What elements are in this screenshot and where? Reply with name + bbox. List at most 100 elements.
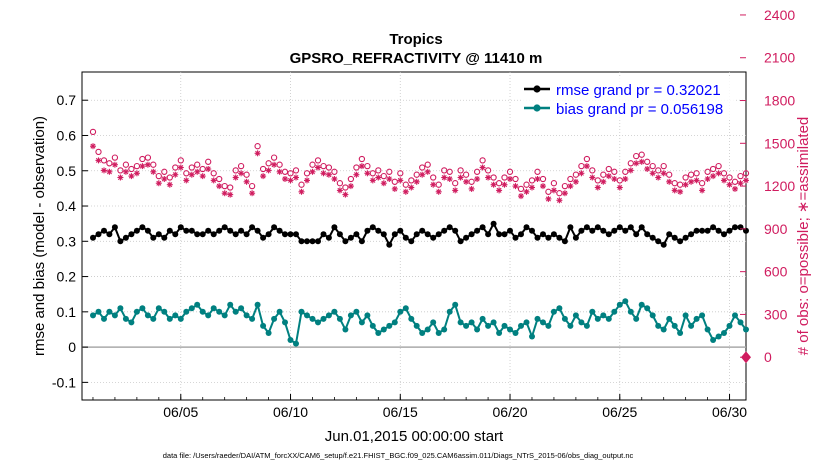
assimilated-obs-marker bbox=[534, 176, 541, 182]
rmse-marker bbox=[369, 224, 376, 231]
rmse-marker bbox=[693, 227, 700, 234]
possible-obs-marker bbox=[144, 154, 152, 161]
rmse-marker bbox=[402, 234, 409, 241]
possible-obs-marker bbox=[550, 180, 558, 187]
rmse-marker bbox=[710, 224, 717, 231]
bias-marker bbox=[369, 322, 376, 329]
possible-obs-marker bbox=[545, 188, 552, 195]
rmse-marker bbox=[715, 227, 722, 234]
assimilated-obs-marker bbox=[479, 164, 486, 171]
possible-obs-marker bbox=[479, 157, 486, 164]
rmse-marker bbox=[446, 224, 453, 231]
y-right-tick-label: 900 bbox=[764, 221, 788, 237]
bias-marker bbox=[183, 308, 190, 315]
x-axis-label: Jun.01,2015 00:00:00 start bbox=[325, 428, 504, 445]
rmse-marker bbox=[726, 227, 733, 234]
possible-obs-marker bbox=[419, 164, 426, 171]
bias-marker bbox=[155, 305, 162, 312]
y-right-tick-label: 0 bbox=[764, 349, 772, 365]
assimilated-obs-marker bbox=[402, 188, 409, 195]
assimilated-obs-marker bbox=[649, 170, 656, 177]
rmse-marker bbox=[556, 234, 563, 241]
bias-marker bbox=[216, 308, 223, 315]
bias-marker bbox=[688, 322, 695, 329]
assimilated-obs-marker bbox=[238, 170, 245, 177]
assimilated-obs-marker bbox=[463, 178, 470, 185]
bias-marker bbox=[271, 315, 278, 322]
rmse-marker bbox=[721, 231, 727, 238]
possible-obs-marker bbox=[611, 168, 618, 175]
assimilated-obs-marker bbox=[721, 177, 727, 184]
bias-marker bbox=[523, 319, 530, 326]
rmse-marker bbox=[95, 231, 102, 238]
rmse-marker bbox=[243, 231, 250, 238]
rmse-marker bbox=[122, 234, 129, 241]
bias-marker bbox=[682, 312, 689, 319]
bias-marker bbox=[265, 330, 272, 336]
bias-marker bbox=[375, 330, 382, 336]
bias-marker bbox=[600, 312, 607, 319]
outlier-diamond-marker bbox=[741, 351, 751, 364]
assimilated-obs-marker bbox=[605, 173, 612, 180]
bias-marker bbox=[254, 301, 261, 308]
assimilated-obs-marker bbox=[369, 177, 376, 184]
possible-obs-marker bbox=[139, 155, 146, 163]
bias-marker bbox=[490, 319, 497, 326]
bias-marker bbox=[276, 308, 283, 315]
assimilated-obs-marker bbox=[507, 176, 513, 182]
assimilated-obs-marker bbox=[150, 168, 157, 175]
possible-obs-marker bbox=[298, 181, 305, 188]
bias-marker bbox=[413, 322, 420, 329]
assimilated-obs-marker bbox=[155, 180, 162, 187]
y-right-tick-label: 2100 bbox=[764, 50, 795, 66]
assimilated-obs-marker bbox=[496, 187, 503, 194]
rmse-marker bbox=[424, 231, 431, 238]
possible-obs-marker bbox=[243, 171, 250, 178]
possible-obs-marker bbox=[572, 171, 580, 178]
possible-obs-marker bbox=[386, 168, 393, 175]
y-right-tick-label: 1800 bbox=[764, 93, 795, 109]
rmse-marker bbox=[166, 227, 173, 234]
rmse-marker bbox=[188, 227, 195, 234]
possible-obs-marker bbox=[655, 167, 662, 174]
rmse-marker bbox=[375, 227, 382, 234]
assimilated-obs-marker bbox=[545, 195, 552, 202]
assimilated-obs-marker bbox=[315, 164, 321, 171]
bias-marker bbox=[507, 326, 513, 333]
assimilated-obs-marker bbox=[347, 183, 354, 190]
possible-obs-marker bbox=[292, 167, 300, 174]
rmse-marker bbox=[276, 227, 283, 234]
possible-obs-marker bbox=[567, 175, 574, 183]
assimilated-obs-marker bbox=[688, 178, 695, 185]
rmse-marker bbox=[677, 238, 684, 245]
rmse-marker bbox=[419, 227, 426, 234]
assimilated-obs-marker bbox=[424, 168, 431, 175]
bias-marker bbox=[671, 322, 678, 329]
assimilated-obs-marker bbox=[452, 187, 459, 194]
assimilated-obs-marker bbox=[589, 174, 596, 181]
rmse-marker bbox=[732, 224, 738, 231]
bias-marker bbox=[386, 322, 393, 329]
x-tick-label: 06/20 bbox=[493, 404, 528, 420]
possible-obs-marker bbox=[484, 167, 492, 174]
assimilated-obs-marker bbox=[287, 177, 294, 184]
assimilated-obs-marker bbox=[188, 171, 195, 178]
possible-obs-marker bbox=[111, 154, 119, 161]
bias-marker bbox=[529, 333, 535, 340]
assimilated-obs-marker bbox=[227, 191, 234, 198]
bias-marker bbox=[353, 308, 360, 315]
possible-obs-marker bbox=[638, 151, 645, 158]
possible-obs-marker bbox=[342, 184, 349, 191]
assimilated-obs-marker bbox=[474, 176, 481, 182]
rmse-marker bbox=[172, 231, 179, 238]
rmse-marker bbox=[457, 238, 464, 245]
bias-marker bbox=[177, 315, 184, 322]
bias-marker bbox=[188, 305, 195, 312]
assimilated-obs-marker bbox=[336, 187, 343, 194]
bias-marker bbox=[298, 308, 305, 315]
obs-count-layer bbox=[89, 128, 750, 204]
possible-obs-marker bbox=[506, 168, 514, 175]
bias-marker bbox=[556, 305, 563, 312]
bias-marker bbox=[677, 330, 684, 336]
